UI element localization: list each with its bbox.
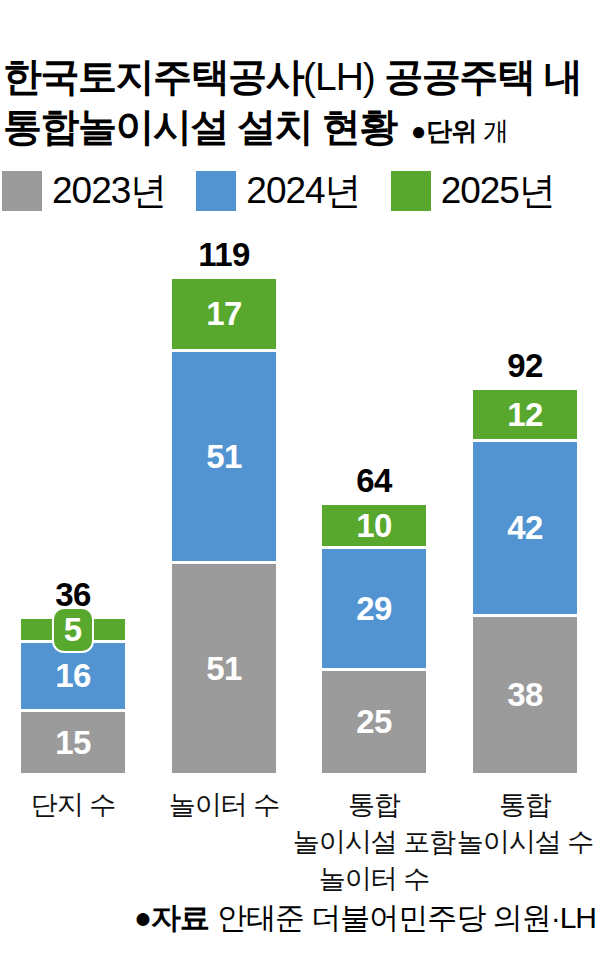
legend-label-2024: 2024년 bbox=[246, 166, 360, 216]
title-line2-bold: 통합놀이시설 설치 현황 bbox=[3, 105, 397, 148]
bar-group-2: 119 17 51 51 bbox=[172, 236, 276, 773]
unit-value: 개 bbox=[483, 116, 509, 146]
unit-bullet-label: ●단위 bbox=[411, 116, 477, 146]
bar-segment-2024년: 42 bbox=[473, 442, 577, 614]
bar-segment-2023년: 15 bbox=[21, 712, 125, 773]
title-line1-bold-start: 한국토지주택공사 bbox=[3, 55, 303, 98]
unit-note: ●단위개 bbox=[411, 116, 509, 146]
title-line-2: 통합놀이시설 설치 현황 ●단위개 bbox=[3, 102, 581, 156]
bar-total-label: 119 bbox=[172, 236, 276, 274]
legend-swatch-2025 bbox=[391, 171, 431, 211]
bar-segment-2023년: 38 bbox=[473, 617, 577, 773]
bar-segment-2025년: 17 bbox=[172, 279, 276, 349]
bar-segment-2025년: 10 bbox=[322, 505, 426, 546]
segment-value-label: 12 bbox=[507, 396, 543, 434]
legend-swatch-2024 bbox=[196, 171, 236, 211]
segment-value-label: 25 bbox=[356, 703, 392, 741]
bar-group-3: 64 10 29 25 bbox=[322, 462, 426, 773]
title-line1-lh: (LH) bbox=[303, 55, 375, 98]
bar-total-label: 92 bbox=[473, 347, 577, 385]
bar-group-1: 3651615 bbox=[21, 576, 125, 773]
legend: 2023년 2024년 2025년 bbox=[2, 166, 555, 216]
infographic-stacked-bar-chart: 한국토지주택공사(LH) 공공주택 내 통합놀이시설 설치 현황 ●단위개 202… bbox=[0, 0, 600, 955]
title-line-1: 한국토지주택공사(LH) 공공주택 내 bbox=[3, 52, 581, 102]
segment-value-label: 17 bbox=[206, 295, 242, 333]
segment-value-badge: 5 bbox=[54, 609, 92, 651]
segment-value-label: 29 bbox=[356, 590, 392, 628]
source-note: ●자료안태준 더불어민주당 의원·LH bbox=[134, 898, 596, 939]
segment-value-label: 51 bbox=[206, 438, 242, 476]
segment-value-label: 15 bbox=[55, 724, 91, 762]
legend-swatch-2023 bbox=[2, 171, 42, 211]
segment-value-label: 42 bbox=[507, 509, 543, 547]
segment-value-label: 51 bbox=[206, 650, 242, 688]
legend-item-2024: 2024년 bbox=[196, 166, 360, 216]
bar-total-label: 64 bbox=[322, 462, 426, 500]
bar-segment-2024년: 29 bbox=[322, 549, 426, 668]
segment-value-label: 10 bbox=[356, 507, 392, 545]
segment-value-label: 38 bbox=[507, 676, 543, 714]
legend-item-2023: 2023년 bbox=[2, 166, 166, 216]
segment-value-label: 16 bbox=[55, 657, 91, 695]
bar-segment-2024년: 51 bbox=[172, 352, 276, 561]
legend-label-2023: 2023년 bbox=[52, 166, 166, 216]
legend-label-2025: 2025년 bbox=[441, 166, 555, 216]
legend-item-2025: 2025년 bbox=[391, 166, 555, 216]
bar-group-4: 92 12 42 38 bbox=[473, 347, 577, 773]
source-bullet-label: ●자료 bbox=[134, 901, 209, 934]
source-text: 안태준 더불어민주당 의원·LH bbox=[217, 901, 596, 934]
title-line1-bold-end: 공공주택 내 bbox=[375, 55, 581, 98]
category-label-4: 통합 놀이시설 수 bbox=[435, 787, 600, 861]
chart-title: 한국토지주택공사(LH) 공공주택 내 통합놀이시설 설치 현황 ●단위개 bbox=[3, 52, 581, 156]
bar-segment-2023년: 25 bbox=[322, 671, 426, 773]
bar-segment-2025년: 5 bbox=[21, 619, 125, 640]
bar-segment-2024년: 16 bbox=[21, 643, 125, 709]
bar-segment-2023년: 51 bbox=[172, 564, 276, 773]
bar-segment-2025년: 12 bbox=[473, 390, 577, 439]
